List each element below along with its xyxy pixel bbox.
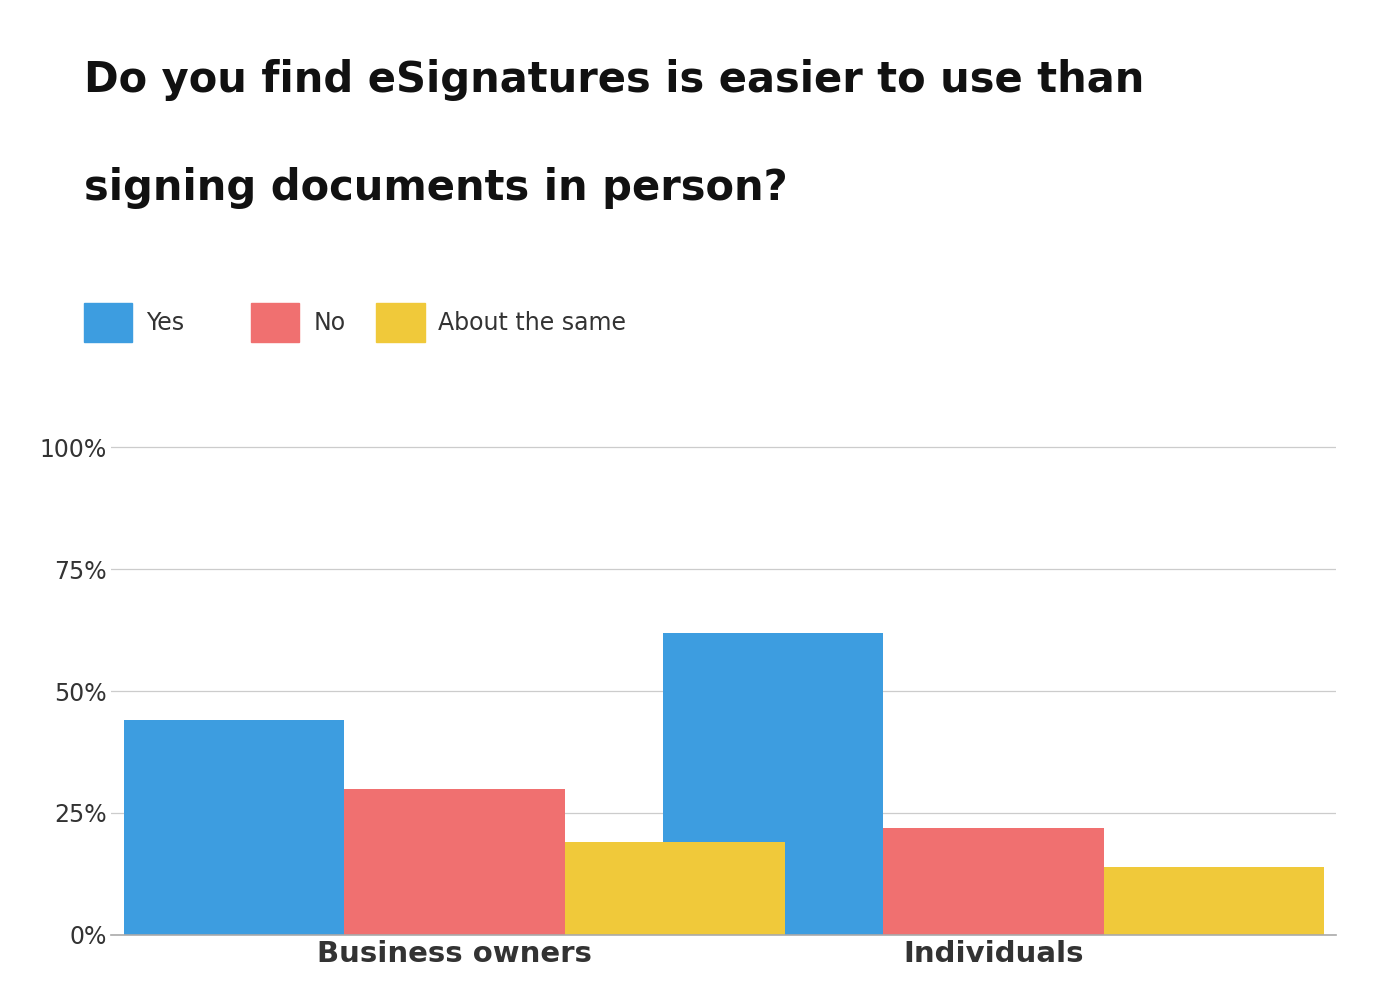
Bar [1104,867,1324,935]
Bar [344,788,565,935]
Text: signing documents in person?: signing documents in person? [84,167,788,210]
Text: No: No [313,311,345,335]
Text: About the same: About the same [438,311,626,335]
Bar [565,842,785,935]
Bar [663,633,883,935]
Bar [883,828,1104,935]
Text: Yes: Yes [146,311,184,335]
Bar [124,720,344,935]
Text: Do you find eSignatures is easier to use than: Do you find eSignatures is easier to use… [84,59,1144,101]
